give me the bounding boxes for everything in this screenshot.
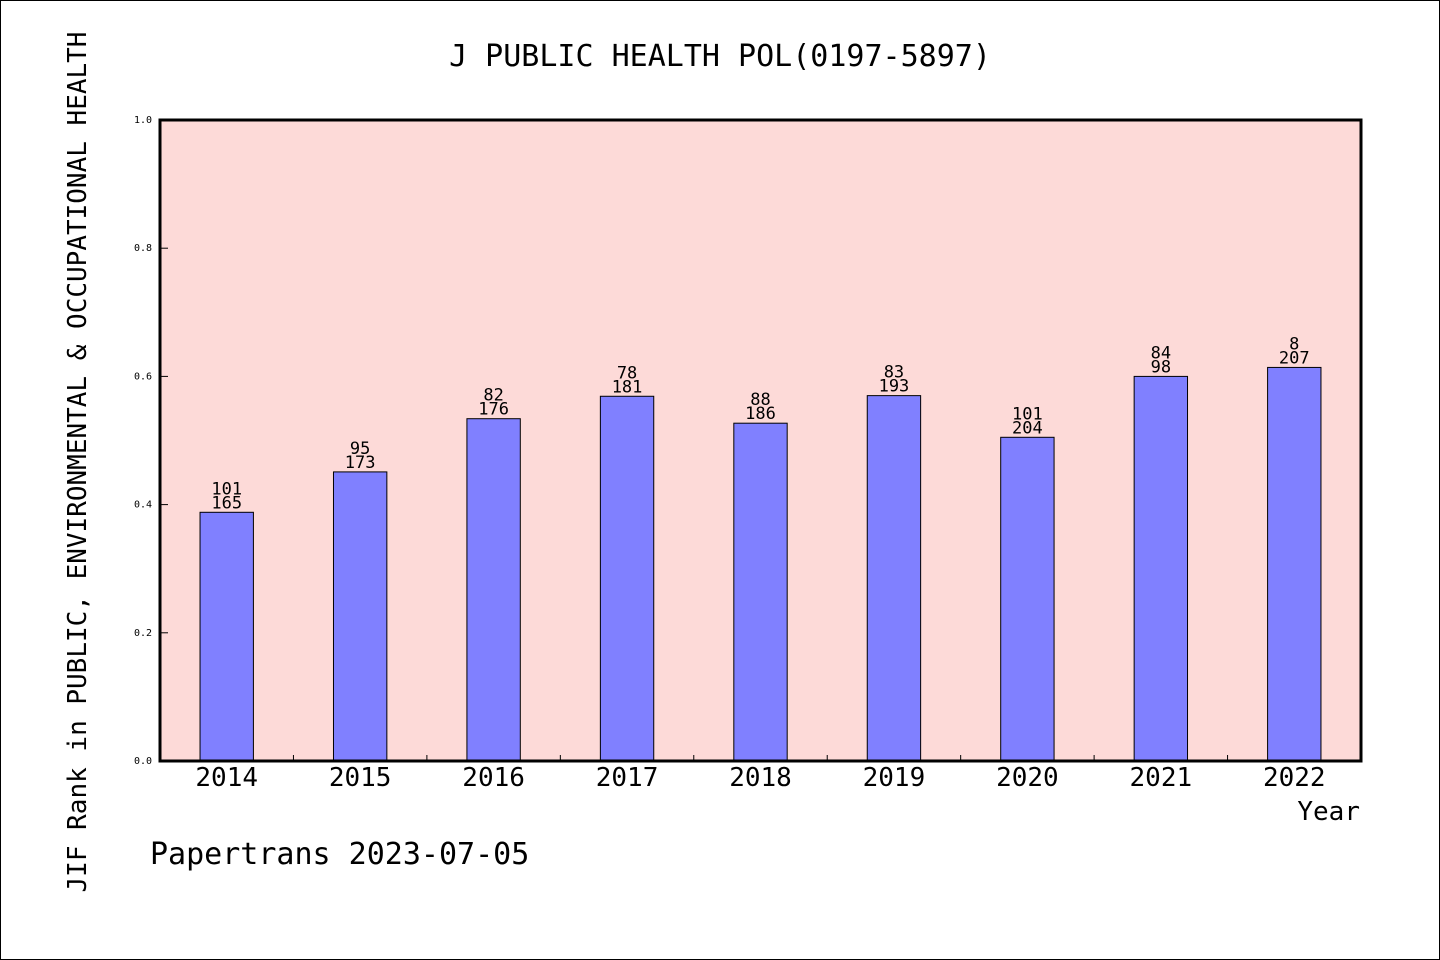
footer-text: Papertrans 2023-07-05 xyxy=(150,837,529,872)
x-tick-label: 2018 xyxy=(729,763,792,793)
x-tick-label: 2021 xyxy=(1130,763,1193,793)
bar-label-total: 186 xyxy=(745,404,776,424)
y-tick-label: 0.2 xyxy=(134,628,152,639)
x-tick-label: 2014 xyxy=(195,763,258,793)
x-tick-label: 2020 xyxy=(996,763,1059,793)
x-tick-label: 2016 xyxy=(462,763,525,793)
y-tick-label: 1.0 xyxy=(134,115,152,126)
bar-label-total: 207 xyxy=(1279,348,1310,368)
bar-label-rank: 95 xyxy=(350,439,370,459)
bar-2015 xyxy=(332,471,388,762)
plot-border xyxy=(158,118,1363,763)
bar-label-rank: 84 xyxy=(1151,343,1171,363)
bar-label-total: 204 xyxy=(1012,418,1043,438)
bar-label-rank: 78 xyxy=(617,363,637,383)
bar-labels: 1011659517382176781818818683193101204849… xyxy=(211,334,1309,513)
bar-2016 xyxy=(466,418,521,762)
bar-2014 xyxy=(199,511,254,762)
x-axis-label: Year xyxy=(1297,797,1360,827)
y-tick-label: 0.8 xyxy=(134,243,152,254)
bar-2019 xyxy=(866,395,922,762)
bar-label-rank: 101 xyxy=(211,479,242,499)
bars xyxy=(199,366,1322,762)
bar-label-rank: 88 xyxy=(750,390,770,410)
bar-2021 xyxy=(1133,375,1189,762)
bar-label-rank: 83 xyxy=(884,363,904,383)
y-tick-label: 0.0 xyxy=(134,756,152,767)
x-tick-label: 2017 xyxy=(596,763,659,793)
y-tick-label: 0.4 xyxy=(134,500,152,511)
bar-label-total: 181 xyxy=(612,377,643,397)
bar-label-total: 173 xyxy=(345,453,376,473)
bar-2020 xyxy=(1000,436,1055,762)
bar-label-total: 176 xyxy=(478,400,509,420)
x-tick-label: 2019 xyxy=(863,763,926,793)
x-tick-label: 2022 xyxy=(1263,763,1326,793)
bar-2017 xyxy=(599,395,655,762)
chart-title: J PUBLIC HEALTH POL(0197-5897) xyxy=(449,39,991,74)
bar-label-total: 98 xyxy=(1151,357,1171,377)
bar-2018 xyxy=(733,422,788,762)
bar-label-total: 193 xyxy=(879,377,910,397)
bar-label-rank: 8 xyxy=(1289,334,1299,354)
bar-label-rank: 101 xyxy=(1012,404,1043,424)
x-axis-ticks: 2014 2015 2016 2017 2018 2019 2020 2021 2022 xyxy=(195,755,1326,793)
bar-label-total: 165 xyxy=(211,493,242,513)
y-axis-label: JIF Rank in PUBLIC, ENVIRONMENTAL & OCCU… xyxy=(63,32,93,893)
y-tick-label: 0.6 xyxy=(134,371,152,382)
bar-label-rank: 82 xyxy=(483,386,503,406)
x-tick-label: 2015 xyxy=(329,763,392,793)
bar-2022 xyxy=(1267,366,1322,762)
